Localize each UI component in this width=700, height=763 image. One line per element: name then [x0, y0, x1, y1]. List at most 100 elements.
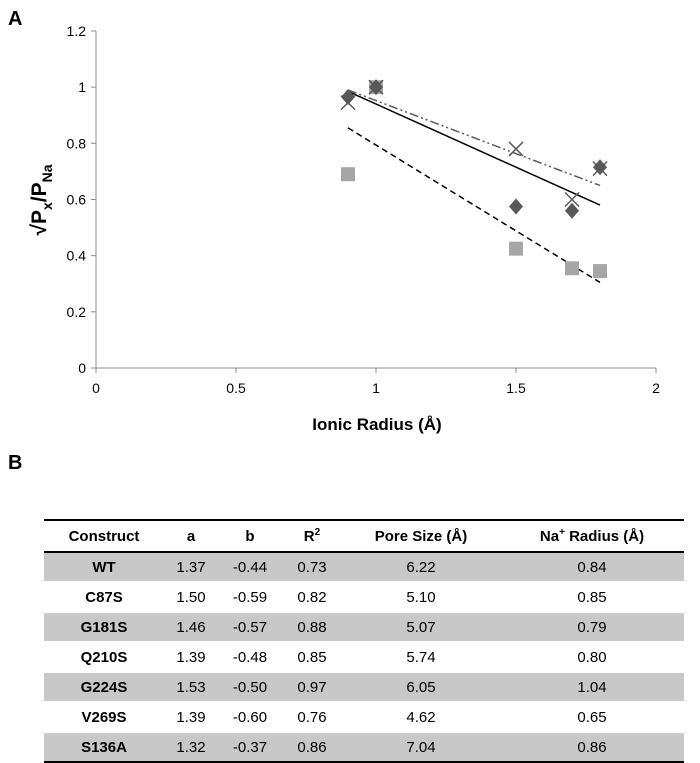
diamond-marker	[565, 202, 579, 219]
cell-r2: 0.85	[282, 641, 342, 672]
cell-pore: 7.04	[342, 731, 500, 763]
cell-construct: G224S	[44, 671, 164, 702]
x-marker	[592, 161, 608, 177]
cell-pore: 6.05	[342, 671, 500, 702]
cell-construct: G181S	[44, 611, 164, 642]
trend-line-dashdot	[347, 89, 601, 187]
y-axis-title-na-sub: Na	[39, 164, 55, 182]
cell-na-radius: 0.86	[500, 731, 684, 763]
trend-line-solid	[347, 90, 601, 206]
header-construct: Construct	[44, 519, 164, 553]
x-axis-title: Ionic Radius (Å)	[312, 415, 441, 434]
cell-b: -0.48	[218, 641, 282, 672]
table-row: V269S 1.39 -0.60 0.76 4.62 0.65	[44, 701, 684, 732]
cell-construct: Q210S	[44, 641, 164, 672]
cell-a: 1.32	[164, 731, 218, 763]
cell-a: 1.53	[164, 671, 218, 702]
chart-axes: 0 0.5 1 1.5 2 0 0.2 0.4 0.6 0.8 1 1.2	[67, 23, 661, 396]
y-tick-label: 0.6	[67, 192, 87, 208]
header-radius-text: Radius (Å)	[569, 528, 645, 545]
y-tick-label: 0	[78, 360, 86, 376]
cell-r2: 0.76	[282, 701, 342, 732]
table-row: Q210S 1.39 -0.48 0.85 5.74 0.80	[44, 641, 684, 672]
cell-construct: WT	[44, 551, 164, 582]
x-marker	[340, 95, 356, 111]
header-r-text: R	[303, 528, 315, 545]
header-pore-size: Pore Size (Å)	[342, 519, 500, 553]
table-body: WT 1.37 -0.44 0.73 6.22 0.84 C87S 1.50 -0.59 0.82…	[44, 551, 684, 763]
header-na-radius: Na+ Radius (Å)	[500, 519, 684, 553]
cell-r2: 0.82	[282, 581, 342, 612]
cell-pore: 6.22	[342, 551, 500, 582]
header-r-squared: R2	[282, 519, 342, 553]
cell-na-radius: 0.80	[500, 641, 684, 672]
cell-a: 1.50	[164, 581, 218, 612]
cell-pore: 5.07	[342, 611, 500, 642]
x-marker	[508, 141, 524, 157]
table-row: WT 1.37 -0.44 0.73 6.22 0.84	[44, 551, 684, 582]
cell-pore: 4.62	[342, 701, 500, 732]
cell-r2: 0.97	[282, 671, 342, 702]
square-marker	[509, 241, 523, 256]
square-marker	[565, 261, 579, 276]
cell-na-radius: 0.85	[500, 581, 684, 612]
trend-line-dashed	[347, 127, 601, 283]
y-tick-label: 1.2	[67, 23, 87, 39]
cell-a: 1.37	[164, 551, 218, 582]
y-axis-title-p: P	[28, 210, 51, 224]
cell-pore: 5.74	[342, 641, 500, 672]
cell-b: -0.44	[218, 551, 282, 582]
header-r-sup: 2	[314, 527, 321, 538]
diamond-marker	[341, 88, 355, 105]
cell-b: -0.57	[218, 611, 282, 642]
x-tick-label: 0.5	[226, 380, 246, 396]
cell-construct: C87S	[44, 581, 164, 612]
y-axis-title: √Px/PNa	[28, 164, 55, 235]
cell-b: -0.50	[218, 671, 282, 702]
y-axis-title-slash: /P	[28, 182, 51, 202]
diamond-marker	[509, 198, 523, 215]
table-row: G224S 1.53 -0.50 0.97 6.05 1.04	[44, 671, 684, 702]
table-row: S136A 1.32 -0.37 0.86 7.04 0.86	[44, 731, 684, 763]
cell-b: -0.60	[218, 701, 282, 732]
y-tick-label: 1	[78, 79, 86, 95]
x-tick-label: 1	[372, 380, 380, 396]
y-axis-title-sqrt: √	[28, 224, 51, 236]
cell-construct: S136A	[44, 731, 164, 763]
cell-b: -0.59	[218, 581, 282, 612]
x-tick-label: 0	[92, 380, 100, 396]
table-header-row: Construct a b R2 Pore Size (Å) Na+ Radiu…	[44, 519, 684, 553]
scatter-chart: 0 0.5 1 1.5 2 0 0.2 0.4 0.6 0.8 1 1.2 Ionic Radius …	[28, 23, 661, 434]
cell-construct: V269S	[44, 701, 164, 732]
data-markers	[340, 79, 608, 279]
cell-r2: 0.88	[282, 611, 342, 642]
header-na-text: Na	[539, 528, 560, 545]
square-marker	[341, 167, 355, 182]
cell-a: 1.39	[164, 701, 218, 732]
x-tick-label: 1.5	[506, 380, 526, 396]
panel-label-a: A	[8, 8, 23, 30]
header-a: a	[164, 519, 218, 553]
y-tick-label: 0.8	[67, 135, 87, 151]
cell-a: 1.46	[164, 611, 218, 642]
cell-na-radius: 0.84	[500, 551, 684, 582]
table-row: C87S 1.50 -0.59 0.82 5.10 0.85	[44, 581, 684, 612]
square-marker	[593, 264, 607, 279]
y-axis-title-x-sub: x	[39, 202, 55, 210]
cell-r2: 0.86	[282, 731, 342, 763]
cell-pore: 5.10	[342, 581, 500, 612]
header-na-sup: +	[559, 527, 565, 538]
table-row: G181S 1.46 -0.57 0.88 5.07 0.79	[44, 611, 684, 642]
cell-na-radius: 0.79	[500, 611, 684, 642]
x-marker	[564, 191, 580, 208]
cell-b: -0.37	[218, 731, 282, 763]
parameters-table: Construct a b R2 Pore Size (Å) Na+ Radiu…	[44, 519, 684, 763]
trend-lines	[347, 89, 601, 283]
y-tick-label: 0.2	[67, 304, 87, 320]
panel-label-b: B	[8, 452, 23, 474]
x-tick-label: 2	[652, 380, 660, 396]
y-tick-label: 0.4	[67, 248, 87, 264]
x-marker	[368, 79, 384, 95]
cell-r2: 0.73	[282, 551, 342, 582]
cell-a: 1.39	[164, 641, 218, 672]
